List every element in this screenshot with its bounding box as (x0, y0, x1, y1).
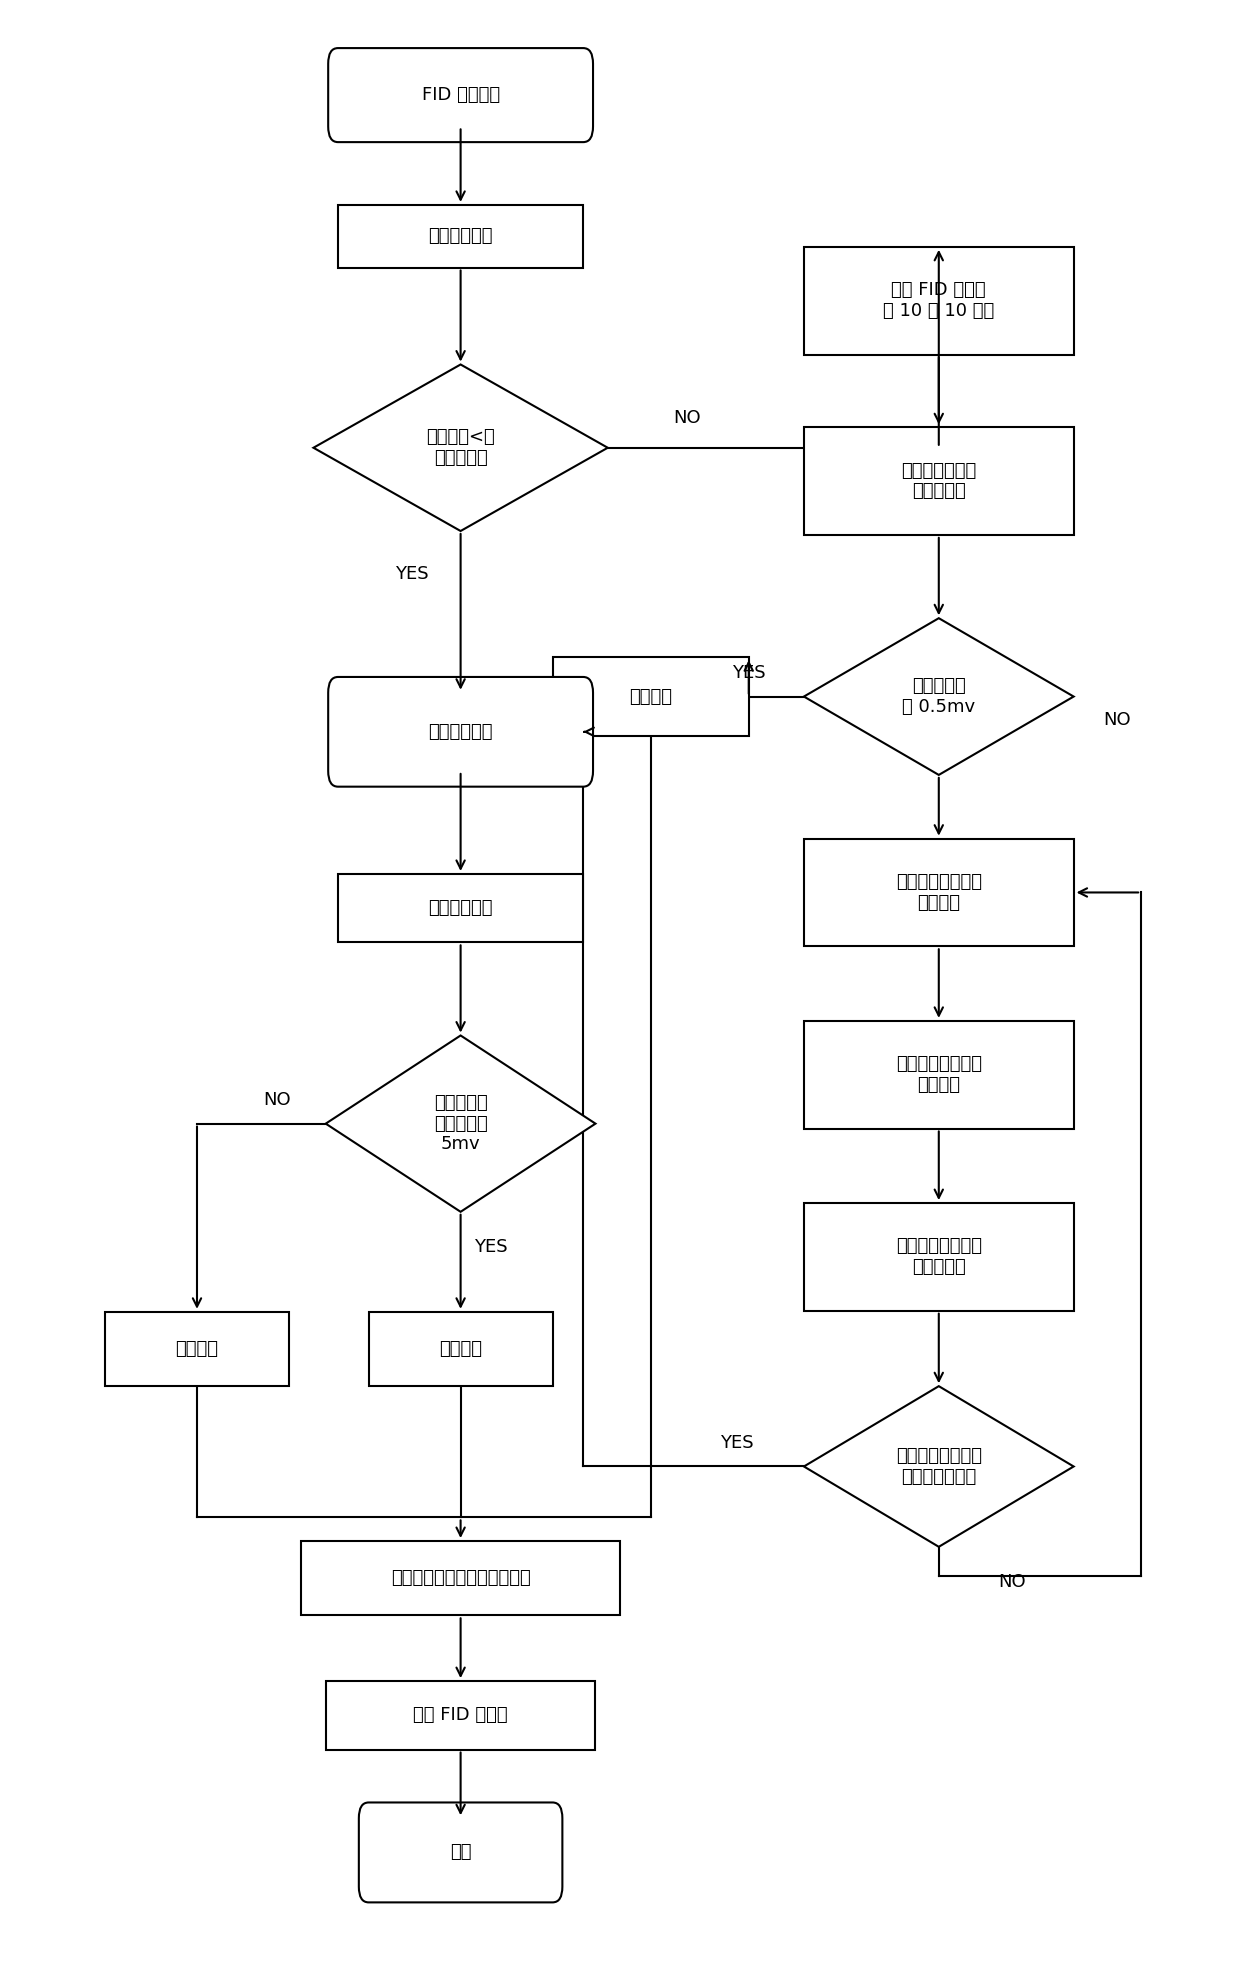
Text: 信号变化大
于 0.5mv: 信号变化大 于 0.5mv (903, 677, 976, 716)
Text: 恢复氢气、空气、尾吹气流量: 恢复氢气、空气、尾吹气流量 (391, 1569, 531, 1586)
Text: NO: NO (1102, 710, 1131, 730)
Text: NO: NO (263, 1091, 290, 1109)
FancyBboxPatch shape (329, 47, 593, 142)
Text: YES: YES (394, 564, 428, 584)
Text: FID 点火开始: FID 点火开始 (422, 87, 500, 105)
Text: 点火前后信
号变化大于
5mv: 点火前后信 号变化大于 5mv (434, 1093, 487, 1154)
Bar (804, 428, 1074, 535)
Text: 设置尾吹气流量为
点火流量值: 设置尾吹气流量为 点火流量值 (895, 1237, 982, 1277)
Bar (339, 205, 583, 268)
Text: 空气流量<内
部设定流量: 空气流量<内 部设定流量 (427, 428, 495, 468)
Text: YES: YES (719, 1434, 753, 1452)
Text: 设置氢气流量增
加几个单位: 设置氢气流量增 加几个单位 (901, 462, 976, 501)
Text: 确定哪路点火: 确定哪路点火 (428, 227, 492, 245)
Polygon shape (326, 1036, 595, 1211)
Bar (553, 657, 749, 736)
Bar (804, 247, 1074, 355)
Text: NO: NO (673, 408, 702, 428)
Text: 点火成功: 点火成功 (439, 1340, 482, 1357)
Bar (804, 1020, 1074, 1129)
Text: 火已点着: 火已点着 (629, 687, 672, 706)
Text: NO: NO (998, 1572, 1027, 1590)
Text: 设置空气流量为点
火流量值: 设置空气流量为点 火流量值 (895, 1056, 982, 1095)
Text: YES: YES (732, 665, 765, 683)
Bar (339, 874, 583, 943)
Text: 结束: 结束 (450, 1843, 471, 1861)
Polygon shape (804, 618, 1074, 775)
Bar (368, 1312, 553, 1387)
Bar (326, 1681, 595, 1750)
Text: 恢复空气流量: 恢复空气流量 (428, 900, 492, 917)
Polygon shape (314, 365, 608, 531)
Bar (301, 1541, 620, 1616)
Polygon shape (804, 1387, 1074, 1547)
FancyBboxPatch shape (358, 1803, 563, 1902)
Bar (804, 839, 1074, 947)
Text: 设置氢气流量为点
火流量值: 设置氢气流量为点 火流量值 (895, 874, 982, 912)
Text: 氢气、空气、尾吹
气流量是否达到: 氢气、空气、尾吹 气流量是否达到 (895, 1446, 982, 1486)
Text: 执行点火动作: 执行点火动作 (428, 722, 492, 740)
Bar (105, 1312, 289, 1387)
Text: YES: YES (475, 1239, 508, 1257)
FancyBboxPatch shape (329, 677, 593, 787)
Bar (804, 1204, 1074, 1310)
Text: 设置 FID 灵敏度
为 10 的 10 次方: 设置 FID 灵敏度 为 10 的 10 次方 (883, 282, 994, 320)
Text: 点火失败: 点火失败 (176, 1340, 218, 1357)
Text: 恢复 FID 灵敏度: 恢复 FID 灵敏度 (413, 1707, 508, 1724)
